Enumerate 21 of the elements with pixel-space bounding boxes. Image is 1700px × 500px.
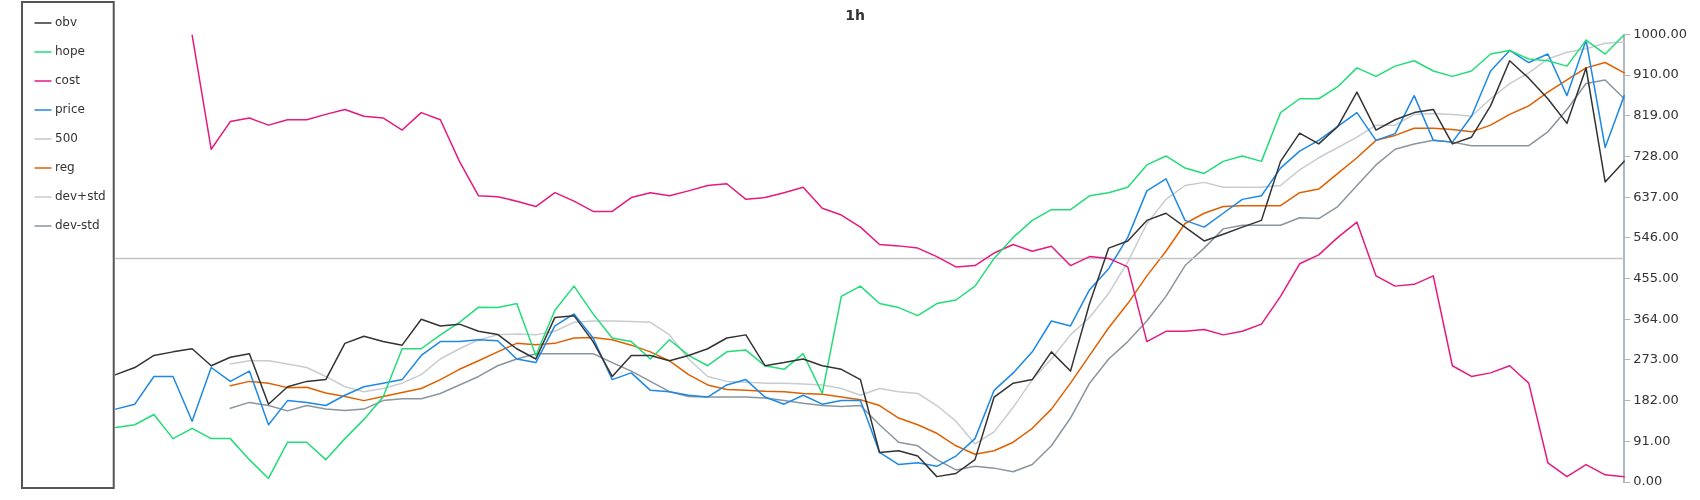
y-tick-label: 91.00 xyxy=(1633,432,1671,448)
legend-label: hope xyxy=(55,44,85,59)
legend-label: 500 xyxy=(55,131,78,146)
y-tick-label: 819.00 xyxy=(1633,107,1679,123)
legend-label: dev-std xyxy=(55,218,100,233)
legend-label: dev+std xyxy=(55,189,106,204)
y-tick-label: 182.00 xyxy=(1633,391,1679,407)
chart-title: 1h xyxy=(845,7,865,24)
y-tick-label: 0.00 xyxy=(1633,473,1663,489)
y-tick-label: 1000.00 xyxy=(1633,26,1688,42)
y-tick-label: 273.00 xyxy=(1633,351,1679,367)
y-tick-label: 364.00 xyxy=(1633,310,1679,326)
legend-label: cost xyxy=(55,73,81,88)
y-tick-label: 455.00 xyxy=(1633,269,1679,285)
y-tick-label: 728.00 xyxy=(1633,147,1679,163)
legend-label: obv xyxy=(55,15,78,30)
y-tick-label: 637.00 xyxy=(1633,188,1679,204)
legend-label: price xyxy=(55,102,85,117)
y-tick-label: 546.00 xyxy=(1633,229,1679,245)
y-tick-label: 910.00 xyxy=(1633,66,1679,82)
legend-label: reg xyxy=(55,160,75,175)
